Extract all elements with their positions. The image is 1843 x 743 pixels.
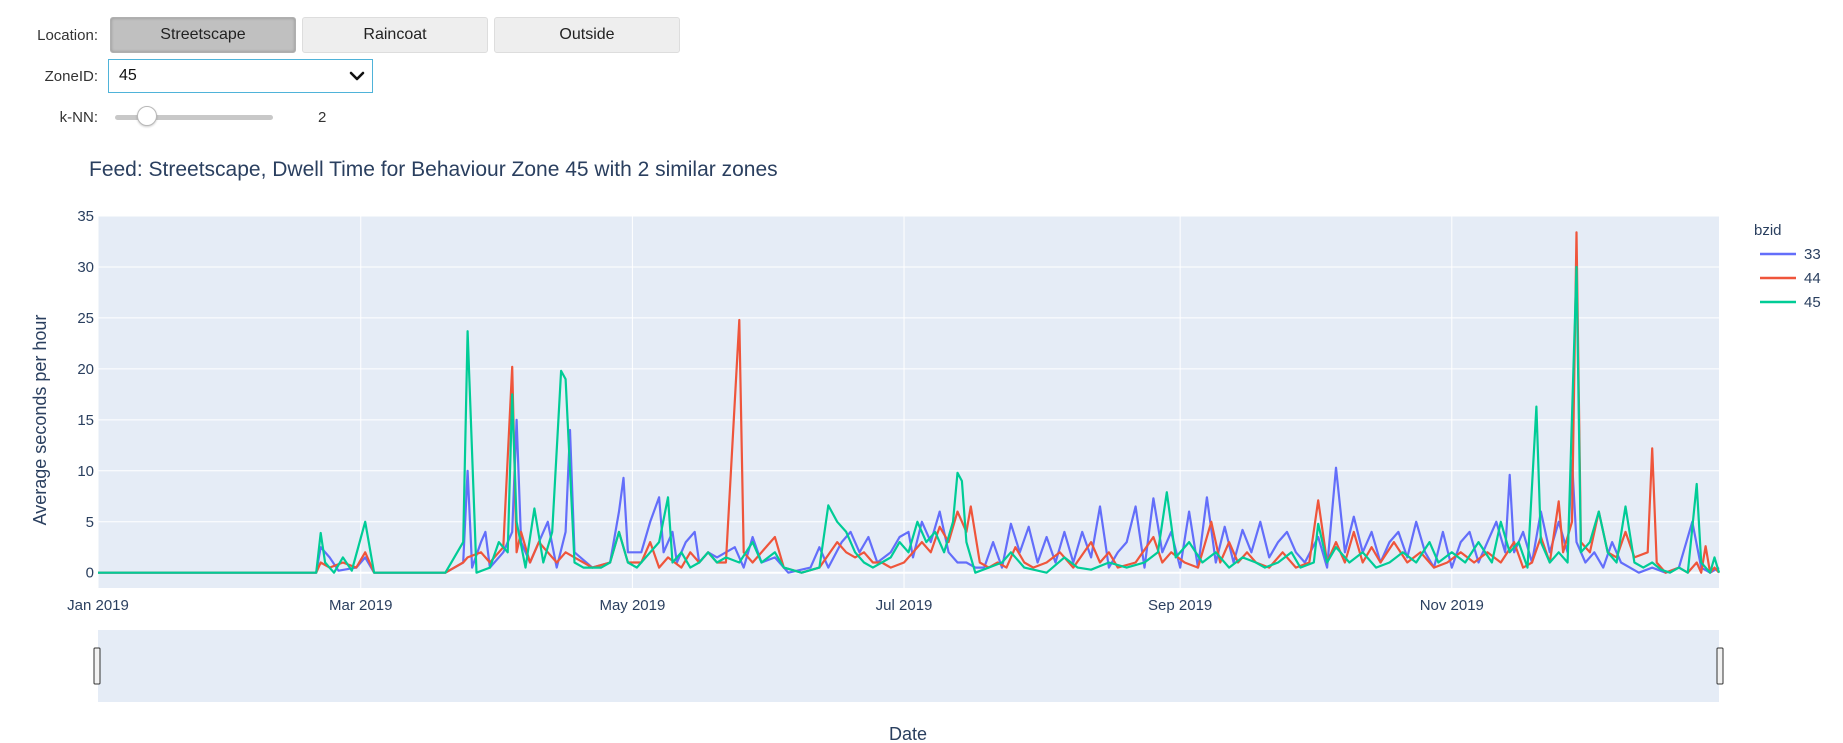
zone-id-label: ZoneID: bbox=[44, 68, 98, 85]
x-tick-label: Nov 2019 bbox=[1420, 597, 1484, 614]
y-tick-label: 25 bbox=[77, 310, 94, 327]
x-tick-label: May 2019 bbox=[599, 597, 665, 614]
y-axis-title: Average seconds per hour bbox=[30, 315, 50, 526]
tab-streetscape[interactable]: Streetscape bbox=[110, 17, 296, 53]
knn-slider-track[interactable] bbox=[115, 115, 273, 120]
zone-id-value: 45 bbox=[119, 67, 137, 84]
y-tick-label: 0 bbox=[86, 565, 94, 582]
y-tick-label: 30 bbox=[77, 259, 94, 276]
series-line-44 bbox=[98, 231, 1720, 574]
y-tick-label: 35 bbox=[77, 208, 94, 225]
legend-label: 33 bbox=[1804, 246, 1821, 263]
chart-title: Feed: Streetscape, Dwell Time for Behavi… bbox=[89, 158, 778, 181]
legend-item-44[interactable]: 44 bbox=[1760, 270, 1821, 287]
legend-item-45[interactable]: 45 bbox=[1760, 294, 1821, 311]
x-axis-title: Date bbox=[889, 724, 927, 743]
knn-slider-handle[interactable] bbox=[137, 106, 157, 126]
tab-outside[interactable]: Outside bbox=[494, 17, 680, 53]
x-tick-label: Jan 2019 bbox=[67, 597, 129, 614]
location-label: Location: bbox=[37, 27, 98, 44]
chevron-down-icon bbox=[349, 71, 365, 81]
knn-label: k-NN: bbox=[59, 109, 98, 126]
range-slider[interactable] bbox=[98, 630, 1719, 702]
y-tick-label: 20 bbox=[77, 361, 94, 378]
legend-label: 44 bbox=[1804, 270, 1821, 287]
y-tick-label: 5 bbox=[86, 514, 94, 531]
zone-id-dropdown[interactable]: 45 bbox=[108, 59, 373, 93]
legend-title: bzid bbox=[1754, 222, 1782, 239]
legend-item-33[interactable]: 33 bbox=[1760, 246, 1821, 263]
x-tick-label: Mar 2019 bbox=[329, 597, 392, 614]
y-tick-label: 10 bbox=[77, 463, 94, 480]
x-tick-label: Sep 2019 bbox=[1148, 597, 1212, 614]
legend-label: 45 bbox=[1804, 294, 1821, 311]
range-slider-left-handle[interactable] bbox=[93, 647, 101, 685]
series-line-45 bbox=[98, 265, 1721, 574]
range-slider-right-handle[interactable] bbox=[1716, 647, 1724, 685]
tab-raincoat[interactable]: Raincoat bbox=[302, 17, 488, 53]
knn-value: 2 bbox=[318, 109, 327, 126]
y-tick-label: 15 bbox=[77, 412, 94, 429]
plot-area bbox=[98, 216, 1719, 588]
x-tick-label: Jul 2019 bbox=[876, 597, 933, 614]
